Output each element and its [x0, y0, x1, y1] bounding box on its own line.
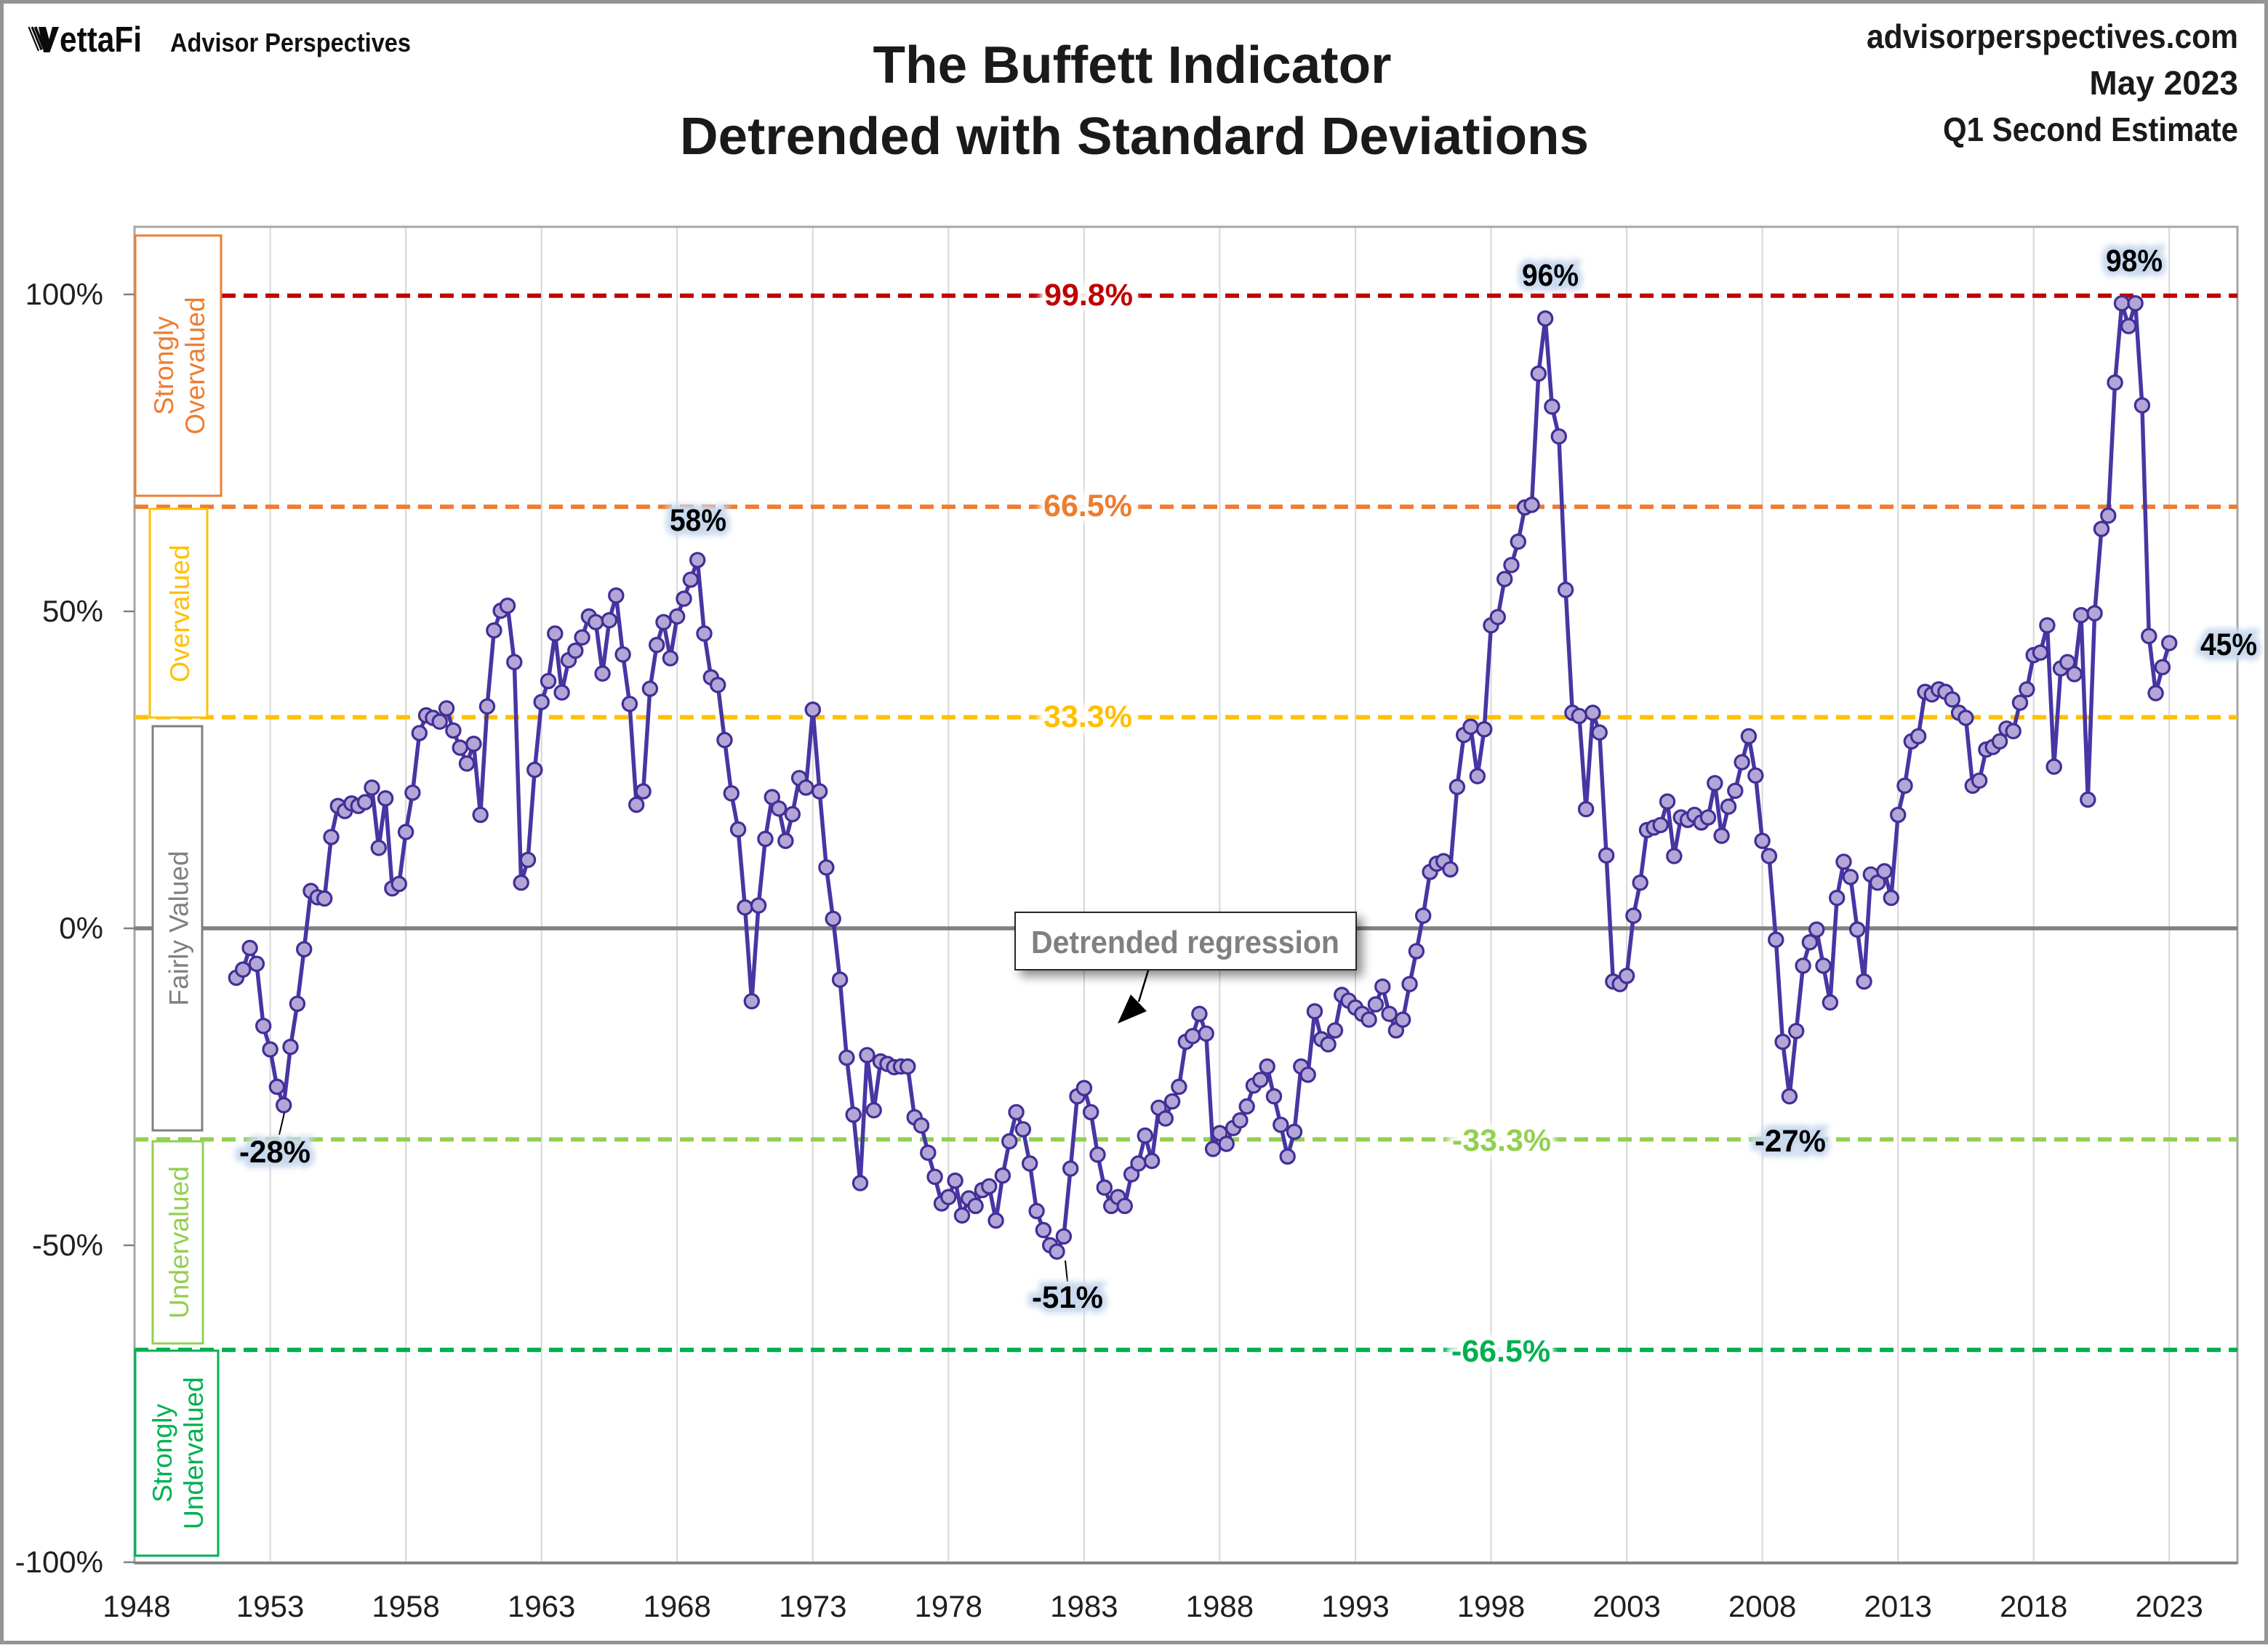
svg-text:Overvalued: Overvalued [180, 297, 210, 434]
svg-text:66.5%: 66.5% [1043, 489, 1132, 523]
svg-text:1998: 1998 [1457, 1589, 1525, 1623]
svg-text:58%: 58% [670, 503, 726, 538]
svg-text:99.8%: 99.8% [1044, 278, 1133, 313]
svg-text:-27%: -27% [1755, 1124, 1826, 1159]
svg-text:1993: 1993 [1321, 1589, 1389, 1623]
svg-text:99.8%: 99.8% [1044, 278, 1133, 313]
svg-text:1953: 1953 [236, 1589, 304, 1623]
svg-text:1973: 1973 [779, 1589, 846, 1623]
svg-text:1958: 1958 [372, 1589, 439, 1623]
svg-text:-100%: -100% [15, 1545, 103, 1579]
svg-text:1948: 1948 [103, 1589, 170, 1623]
svg-text:ettaFi: ettaFi [60, 20, 142, 60]
svg-text:96%: 96% [1522, 258, 1579, 293]
svg-text:Advisor Perspectives: Advisor Perspectives [170, 28, 411, 57]
svg-text:-33.3%: -33.3% [1452, 1123, 1551, 1158]
svg-text:2023: 2023 [2135, 1589, 2203, 1623]
svg-text:-66.5%: -66.5% [1451, 1334, 1550, 1369]
svg-text:May 2023: May 2023 [2089, 64, 2238, 102]
svg-text:98%: 98% [2106, 244, 2163, 278]
svg-text:Detrended regression: Detrended regression [1031, 925, 1339, 960]
svg-text:2008: 2008 [1728, 1589, 1796, 1623]
svg-text:1963: 1963 [508, 1589, 575, 1623]
svg-text:Undervalued: Undervalued [179, 1377, 209, 1530]
svg-text:Undervalued: Undervalued [164, 1166, 194, 1319]
svg-text:The Buffett Indicator: The Buffett Indicator [873, 36, 1392, 95]
svg-text:Overvalued: Overvalued [165, 544, 195, 682]
svg-text:-27%: -27% [1755, 1124, 1826, 1159]
svg-text:1968: 1968 [643, 1589, 710, 1623]
svg-text:1978: 1978 [915, 1589, 982, 1623]
svg-text:50%: 50% [42, 594, 103, 628]
svg-text:-33.3%: -33.3% [1452, 1123, 1551, 1158]
svg-text:-51%: -51% [1032, 1280, 1103, 1315]
svg-text:100%: 100% [25, 277, 103, 311]
svg-text:-66.5%: -66.5% [1451, 1334, 1550, 1369]
svg-text:2013: 2013 [1864, 1589, 1931, 1623]
svg-text:-28%: -28% [239, 1135, 310, 1170]
svg-text:Fairly Valued: Fairly Valued [164, 851, 193, 1005]
svg-text:45%: 45% [2200, 627, 2257, 662]
svg-text:Detrended with Standard Deviat: Detrended with Standard Deviations [680, 108, 1589, 166]
svg-text:advisorperspectives.com: advisorperspectives.com [1867, 17, 2238, 55]
svg-text:96%: 96% [1522, 258, 1579, 293]
svg-text:-50%: -50% [32, 1228, 103, 1262]
svg-text:45%: 45% [2200, 627, 2257, 662]
svg-text:Strongly: Strongly [149, 316, 179, 415]
svg-text:0%: 0% [59, 911, 103, 945]
svg-text:1988: 1988 [1186, 1589, 1254, 1623]
svg-text:33.3%: 33.3% [1043, 699, 1132, 734]
svg-text:-51%: -51% [1032, 1280, 1103, 1315]
svg-text:1983: 1983 [1050, 1589, 1118, 1623]
svg-text:98%: 98% [2106, 244, 2163, 278]
svg-text:2003: 2003 [1592, 1589, 1660, 1623]
svg-text:58%: 58% [670, 503, 726, 538]
svg-text:-28%: -28% [239, 1135, 310, 1170]
svg-text:33.3%: 33.3% [1043, 699, 1132, 734]
svg-text:2018: 2018 [2000, 1589, 2067, 1623]
svg-text:Q1 Second Estimate: Q1 Second Estimate [1943, 110, 2238, 148]
svg-text:66.5%: 66.5% [1043, 489, 1132, 523]
svg-text:Strongly: Strongly [148, 1404, 177, 1503]
